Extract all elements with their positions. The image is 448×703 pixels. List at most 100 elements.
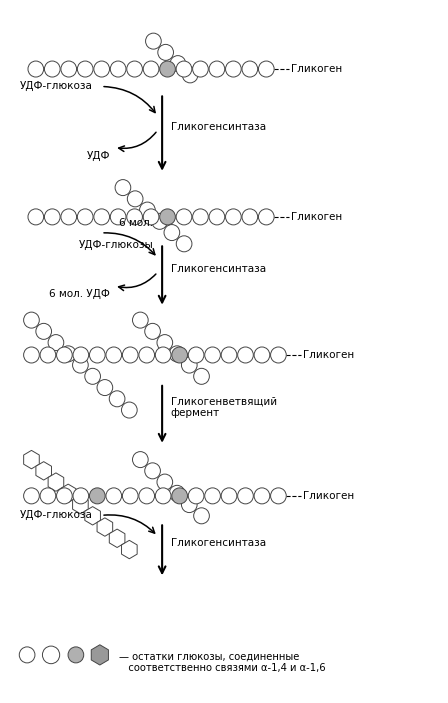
- Ellipse shape: [78, 209, 93, 225]
- Ellipse shape: [258, 209, 274, 225]
- Text: УДФ-глюкоза: УДФ-глюкоза: [20, 82, 92, 91]
- Ellipse shape: [143, 209, 159, 225]
- Ellipse shape: [155, 347, 171, 363]
- Text: — остатки глюкозы, соединенные
   соответственно связями α-1,4 и α-1,6: — остатки глюкозы, соединенные соответст…: [119, 652, 325, 673]
- Polygon shape: [24, 451, 39, 469]
- Ellipse shape: [94, 209, 109, 225]
- Ellipse shape: [61, 61, 77, 77]
- Ellipse shape: [24, 312, 39, 328]
- Ellipse shape: [169, 346, 185, 362]
- Ellipse shape: [28, 209, 43, 225]
- Ellipse shape: [106, 347, 121, 363]
- Polygon shape: [85, 507, 100, 525]
- Ellipse shape: [85, 368, 100, 385]
- Ellipse shape: [188, 347, 204, 363]
- Polygon shape: [109, 529, 125, 548]
- Ellipse shape: [40, 488, 56, 504]
- Ellipse shape: [94, 61, 109, 77]
- Ellipse shape: [44, 61, 60, 77]
- Ellipse shape: [237, 347, 253, 363]
- Ellipse shape: [133, 312, 148, 328]
- Polygon shape: [73, 496, 88, 514]
- Ellipse shape: [115, 179, 131, 195]
- Ellipse shape: [127, 191, 143, 207]
- Ellipse shape: [122, 347, 138, 363]
- Ellipse shape: [146, 33, 161, 49]
- Text: Гликогенсинтаза: Гликогенсинтаза: [171, 122, 266, 131]
- Ellipse shape: [43, 646, 60, 664]
- Ellipse shape: [19, 647, 35, 663]
- Ellipse shape: [159, 209, 175, 225]
- Ellipse shape: [133, 451, 148, 467]
- Polygon shape: [121, 541, 137, 559]
- Text: Гликогенсинтаза: Гликогенсинтаза: [171, 538, 266, 548]
- Ellipse shape: [106, 488, 121, 504]
- Ellipse shape: [242, 61, 258, 77]
- Ellipse shape: [97, 380, 113, 396]
- Ellipse shape: [24, 488, 39, 504]
- Ellipse shape: [242, 209, 258, 225]
- Ellipse shape: [56, 488, 72, 504]
- Ellipse shape: [90, 347, 105, 363]
- Ellipse shape: [155, 488, 171, 504]
- Ellipse shape: [271, 488, 286, 504]
- Ellipse shape: [172, 488, 187, 504]
- Ellipse shape: [176, 209, 192, 225]
- Ellipse shape: [44, 209, 60, 225]
- Ellipse shape: [68, 647, 84, 663]
- Ellipse shape: [61, 209, 77, 225]
- Ellipse shape: [90, 488, 105, 504]
- Ellipse shape: [110, 61, 126, 77]
- Ellipse shape: [271, 347, 286, 363]
- Ellipse shape: [73, 357, 88, 373]
- Ellipse shape: [40, 347, 56, 363]
- Polygon shape: [97, 518, 113, 536]
- Ellipse shape: [127, 61, 142, 77]
- Polygon shape: [48, 473, 64, 491]
- Text: Гликогенсинтаза: Гликогенсинтаза: [171, 264, 266, 273]
- Ellipse shape: [139, 488, 155, 504]
- Ellipse shape: [258, 61, 274, 77]
- Text: УДФ: УДФ: [86, 151, 110, 161]
- Ellipse shape: [60, 346, 76, 362]
- Ellipse shape: [254, 347, 270, 363]
- Ellipse shape: [158, 44, 173, 60]
- Text: 6 мол.: 6 мол.: [119, 218, 153, 228]
- Ellipse shape: [157, 474, 172, 490]
- Text: Гликоген: Гликоген: [291, 64, 342, 74]
- Ellipse shape: [145, 463, 160, 479]
- Ellipse shape: [205, 347, 220, 363]
- Ellipse shape: [121, 402, 137, 418]
- Ellipse shape: [73, 488, 89, 504]
- Ellipse shape: [110, 209, 126, 225]
- Polygon shape: [60, 484, 76, 503]
- Ellipse shape: [176, 61, 192, 77]
- Ellipse shape: [159, 61, 175, 77]
- Ellipse shape: [157, 335, 172, 351]
- Ellipse shape: [188, 488, 204, 504]
- Ellipse shape: [145, 323, 160, 340]
- Polygon shape: [36, 462, 52, 480]
- Ellipse shape: [127, 209, 142, 225]
- Text: УДФ-глюкозы: УДФ-глюкозы: [79, 240, 153, 250]
- Text: Гликоген: Гликоген: [291, 212, 342, 222]
- Ellipse shape: [205, 488, 220, 504]
- Ellipse shape: [193, 209, 208, 225]
- Ellipse shape: [140, 202, 155, 218]
- Ellipse shape: [152, 213, 168, 229]
- Ellipse shape: [176, 236, 192, 252]
- Ellipse shape: [225, 209, 241, 225]
- Text: УДФ-глюкоза: УДФ-глюкоза: [20, 510, 92, 520]
- Ellipse shape: [194, 368, 209, 385]
- Ellipse shape: [172, 347, 187, 363]
- Ellipse shape: [143, 61, 159, 77]
- Ellipse shape: [182, 67, 198, 83]
- Ellipse shape: [193, 61, 208, 77]
- Ellipse shape: [48, 335, 64, 351]
- Polygon shape: [91, 645, 108, 665]
- Ellipse shape: [169, 485, 185, 501]
- Ellipse shape: [56, 347, 72, 363]
- Ellipse shape: [109, 391, 125, 407]
- Ellipse shape: [221, 347, 237, 363]
- Text: 6 мол. УДФ: 6 мол. УДФ: [49, 290, 110, 299]
